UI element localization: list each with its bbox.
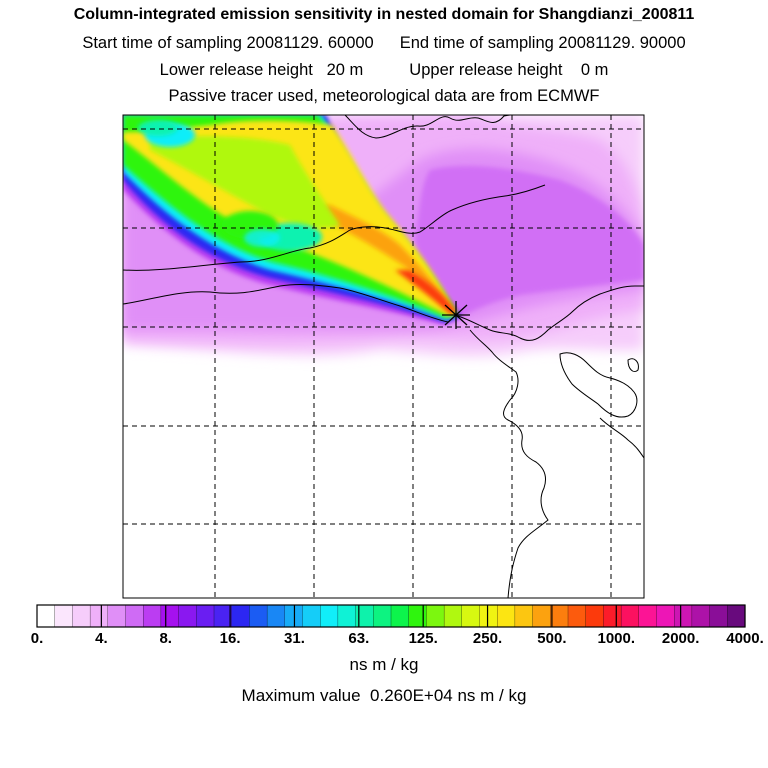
- border-north: [344, 115, 511, 139]
- field-band-violet: [415, 165, 644, 320]
- coast-bohai: [457, 285, 644, 341]
- plume-core-teal-north: [138, 120, 178, 136]
- max-value-label: Maximum value 0.260E+04 ns m / kg: [241, 686, 527, 705]
- coast-east: [469, 329, 549, 598]
- colorbar-tick-label: 0.: [30, 630, 44, 647]
- colorbar-tick-label: 1000.: [597, 630, 636, 647]
- colorbar-tick-label: 63.: [348, 630, 370, 647]
- colorbar-tick-label: 4000.: [726, 630, 764, 647]
- colorbar-units: ns m / kg: [349, 655, 419, 674]
- plume-core-cyan-mid: [244, 229, 280, 247]
- release-location-marker: [442, 301, 470, 329]
- colorbar-tick-label: 250.: [472, 630, 503, 647]
- sampling-time-line: Start time of sampling 20081129. 60000 En…: [0, 34, 768, 53]
- colorbar-tick-label: 2000.: [661, 630, 700, 647]
- start-time-label: Start time of sampling 20081129. 60000: [82, 34, 374, 52]
- border-south: [123, 284, 449, 323]
- map-field: [123, 115, 644, 598]
- tracer-note: Passive tracer used, meteorological data…: [168, 87, 600, 105]
- map-frame: [122, 114, 645, 599]
- coast-peninsula: [559, 352, 638, 418]
- colorbar-tick-label: 4.: [95, 630, 108, 647]
- coast-islands: [627, 358, 639, 373]
- colorbar-tick-label: 8.: [159, 630, 172, 647]
- colorbar-tick-label: 16.: [219, 630, 241, 647]
- colorbar-tick-label: 31.: [284, 630, 305, 647]
- plume-core-lime: [150, 136, 340, 228]
- plume-band-red: [395, 270, 456, 314]
- release-height-line: Lower release height 20 m Upper release h…: [0, 61, 768, 80]
- border-central: [123, 184, 546, 271]
- end-time-label: End time of sampling 20081129. 90000: [399, 34, 686, 52]
- upper-height-label: Upper release height 0 m: [409, 61, 609, 79]
- coastlines: [123, 115, 644, 598]
- lower-height-label: Lower release height 20 m: [159, 61, 364, 79]
- plot-title: Column-integrated emission sensitivity i…: [73, 6, 695, 23]
- colorbar-tick-label: 125.: [408, 630, 438, 647]
- coast-korea: [599, 417, 644, 459]
- colorbar-tick-label: 500.: [537, 630, 567, 647]
- graticule: [123, 115, 644, 598]
